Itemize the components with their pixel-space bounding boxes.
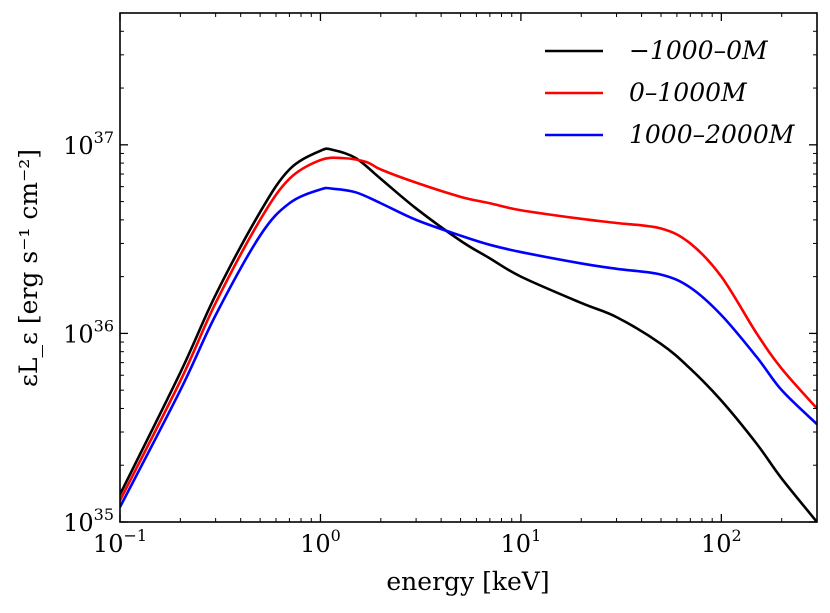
series-line-1 [120,147,817,522]
series-line-3 [120,186,817,509]
series-layer [120,147,817,522]
x-tick-label: 102 [701,526,742,558]
x-axis-label: energy [keV] [386,567,549,596]
legend-label-1: −1000–0M [629,36,769,65]
y-axis-label: εL_ε [erg s⁻¹ cm⁻²] [14,149,43,387]
y-tick-label: 1036 [63,316,114,348]
y-tick-label: 1037 [63,128,114,160]
plot-frame [119,12,818,523]
x-tick-label: 100 [300,526,341,558]
legend-label-3: 1000–2000M [629,120,796,149]
x-tick-label: 10−1 [93,526,147,558]
legend: −1000–0M 0–1000M 1000–2000M [545,36,796,149]
ticks-layer: 10−1 100 101 102 1035 1036 1037 [63,13,817,558]
x-tick-label: 101 [501,526,542,558]
y-tick-label: 1035 [63,505,114,537]
legend-label-2: 0–1000M [629,78,748,107]
series-line-2 [120,156,817,502]
